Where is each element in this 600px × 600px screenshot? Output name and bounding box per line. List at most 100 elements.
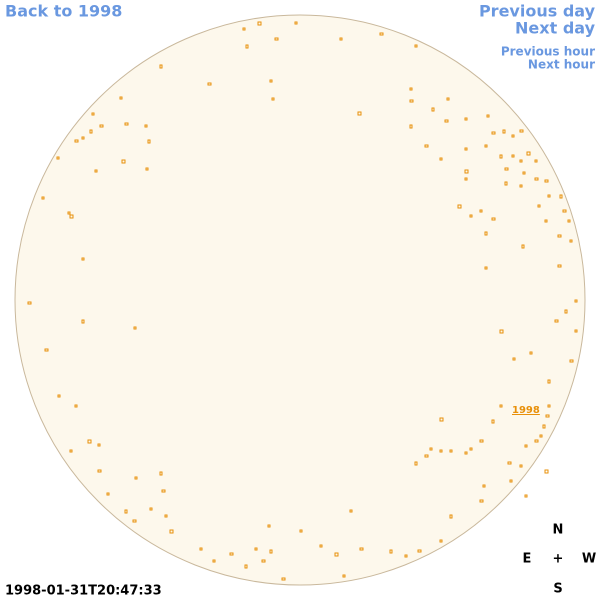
active-region-speck <box>99 124 104 128</box>
active-region-speck <box>529 351 533 355</box>
active-region-speck <box>482 484 486 488</box>
active-region-speck <box>144 124 148 128</box>
active-region-speck <box>547 379 551 384</box>
active-region-speck <box>199 547 203 551</box>
active-region-speck <box>429 447 433 451</box>
active-region-speck <box>359 547 364 551</box>
active-region-speck <box>562 209 567 213</box>
active-region-speck <box>414 44 418 48</box>
active-region-speck <box>491 419 495 424</box>
next-hour-link[interactable]: Next hour <box>528 58 595 72</box>
active-region-speck <box>439 539 443 543</box>
active-region-speck <box>67 211 71 215</box>
active-region-speck <box>544 469 549 474</box>
active-region-speck <box>342 574 346 578</box>
active-region-speck <box>274 37 279 41</box>
active-region-speck <box>539 434 543 438</box>
active-region-speck <box>81 319 85 324</box>
active-region-speck <box>449 514 453 519</box>
active-region-speck <box>564 309 568 314</box>
active-region-speck <box>41 196 45 200</box>
active-region-speck <box>357 111 362 116</box>
active-region-speck <box>511 154 515 158</box>
active-region-speck <box>254 547 258 551</box>
active-region-speck <box>132 519 137 523</box>
active-region-speck <box>522 171 526 175</box>
active-region-speck <box>464 451 468 455</box>
active-region-speck <box>464 177 468 181</box>
active-region-speck <box>159 64 163 69</box>
active-region-speck <box>207 82 212 86</box>
active-region-speck <box>89 129 93 134</box>
compass-east: E <box>523 552 532 567</box>
active-region-speck <box>212 559 216 563</box>
active-region-speck <box>145 167 149 171</box>
compass-west: W <box>582 552 596 567</box>
active-region-speck <box>502 129 506 134</box>
active-region-speck <box>557 264 562 268</box>
active-region-speck <box>457 204 462 209</box>
active-region-speck <box>519 184 523 188</box>
active-region-speck <box>134 476 138 480</box>
active-region-speck <box>349 509 353 513</box>
active-region-speck <box>547 194 551 198</box>
active-region-speck <box>257 21 262 26</box>
active-region-speck <box>519 129 524 133</box>
active-region-speck <box>491 217 496 221</box>
active-region-speck <box>169 529 174 534</box>
active-region-speck <box>106 492 110 496</box>
active-region-speck <box>119 96 123 100</box>
active-region-speck <box>147 139 151 144</box>
active-region-speck <box>544 179 549 183</box>
active-regions <box>27 21 578 581</box>
active-region-speck <box>554 319 559 323</box>
previous-day-link[interactable]: Previous day <box>479 2 596 21</box>
active-region-speck <box>479 209 483 213</box>
active-region-speck <box>574 329 578 333</box>
active-region-speck <box>334 552 339 557</box>
compass-center: + <box>553 552 564 567</box>
compass-south: S <box>553 582 562 597</box>
active-region-speck <box>557 234 562 238</box>
active-region-speck <box>389 549 393 554</box>
active-region-speck <box>271 97 275 101</box>
active-region-speck <box>439 417 444 422</box>
active-region-speck <box>464 169 469 174</box>
active-region-speck <box>534 159 538 163</box>
active-region-speck <box>121 159 126 164</box>
active-region-speck <box>161 489 166 493</box>
active-region-speck <box>431 107 435 112</box>
active-region-speck <box>499 329 504 334</box>
region-label[interactable]: 1998 <box>512 405 540 416</box>
active-region-speck <box>87 439 92 444</box>
active-region-speck <box>469 447 473 451</box>
active-region-speck <box>409 99 414 103</box>
active-region-speck <box>124 122 129 126</box>
active-region-speck <box>269 549 273 554</box>
active-region-speck <box>534 177 539 181</box>
next-day-link[interactable]: Next day <box>515 19 596 38</box>
active-region-speck <box>484 144 488 148</box>
active-region-speck <box>511 134 515 138</box>
active-region-speck <box>444 119 449 123</box>
active-region-speck <box>567 219 571 223</box>
active-region-speck <box>379 32 384 36</box>
active-region-speck <box>27 301 32 305</box>
active-region-speck <box>404 554 408 558</box>
active-region-speck <box>164 514 168 518</box>
active-region-speck <box>574 299 578 303</box>
back-link[interactable]: Back to 1998 <box>5 2 122 21</box>
active-region-speck <box>97 469 102 473</box>
active-region-speck <box>507 461 512 465</box>
active-region-speck <box>245 44 249 49</box>
active-region-speck <box>229 552 234 556</box>
active-region-speck <box>57 394 61 398</box>
active-region-speck <box>242 27 246 31</box>
active-region-speck <box>524 494 528 498</box>
active-region-speck <box>299 529 303 533</box>
previous-hour-link[interactable]: Previous hour <box>501 45 595 59</box>
active-region-speck <box>44 348 49 352</box>
active-region-speck <box>479 499 484 503</box>
active-region-speck <box>491 131 496 135</box>
